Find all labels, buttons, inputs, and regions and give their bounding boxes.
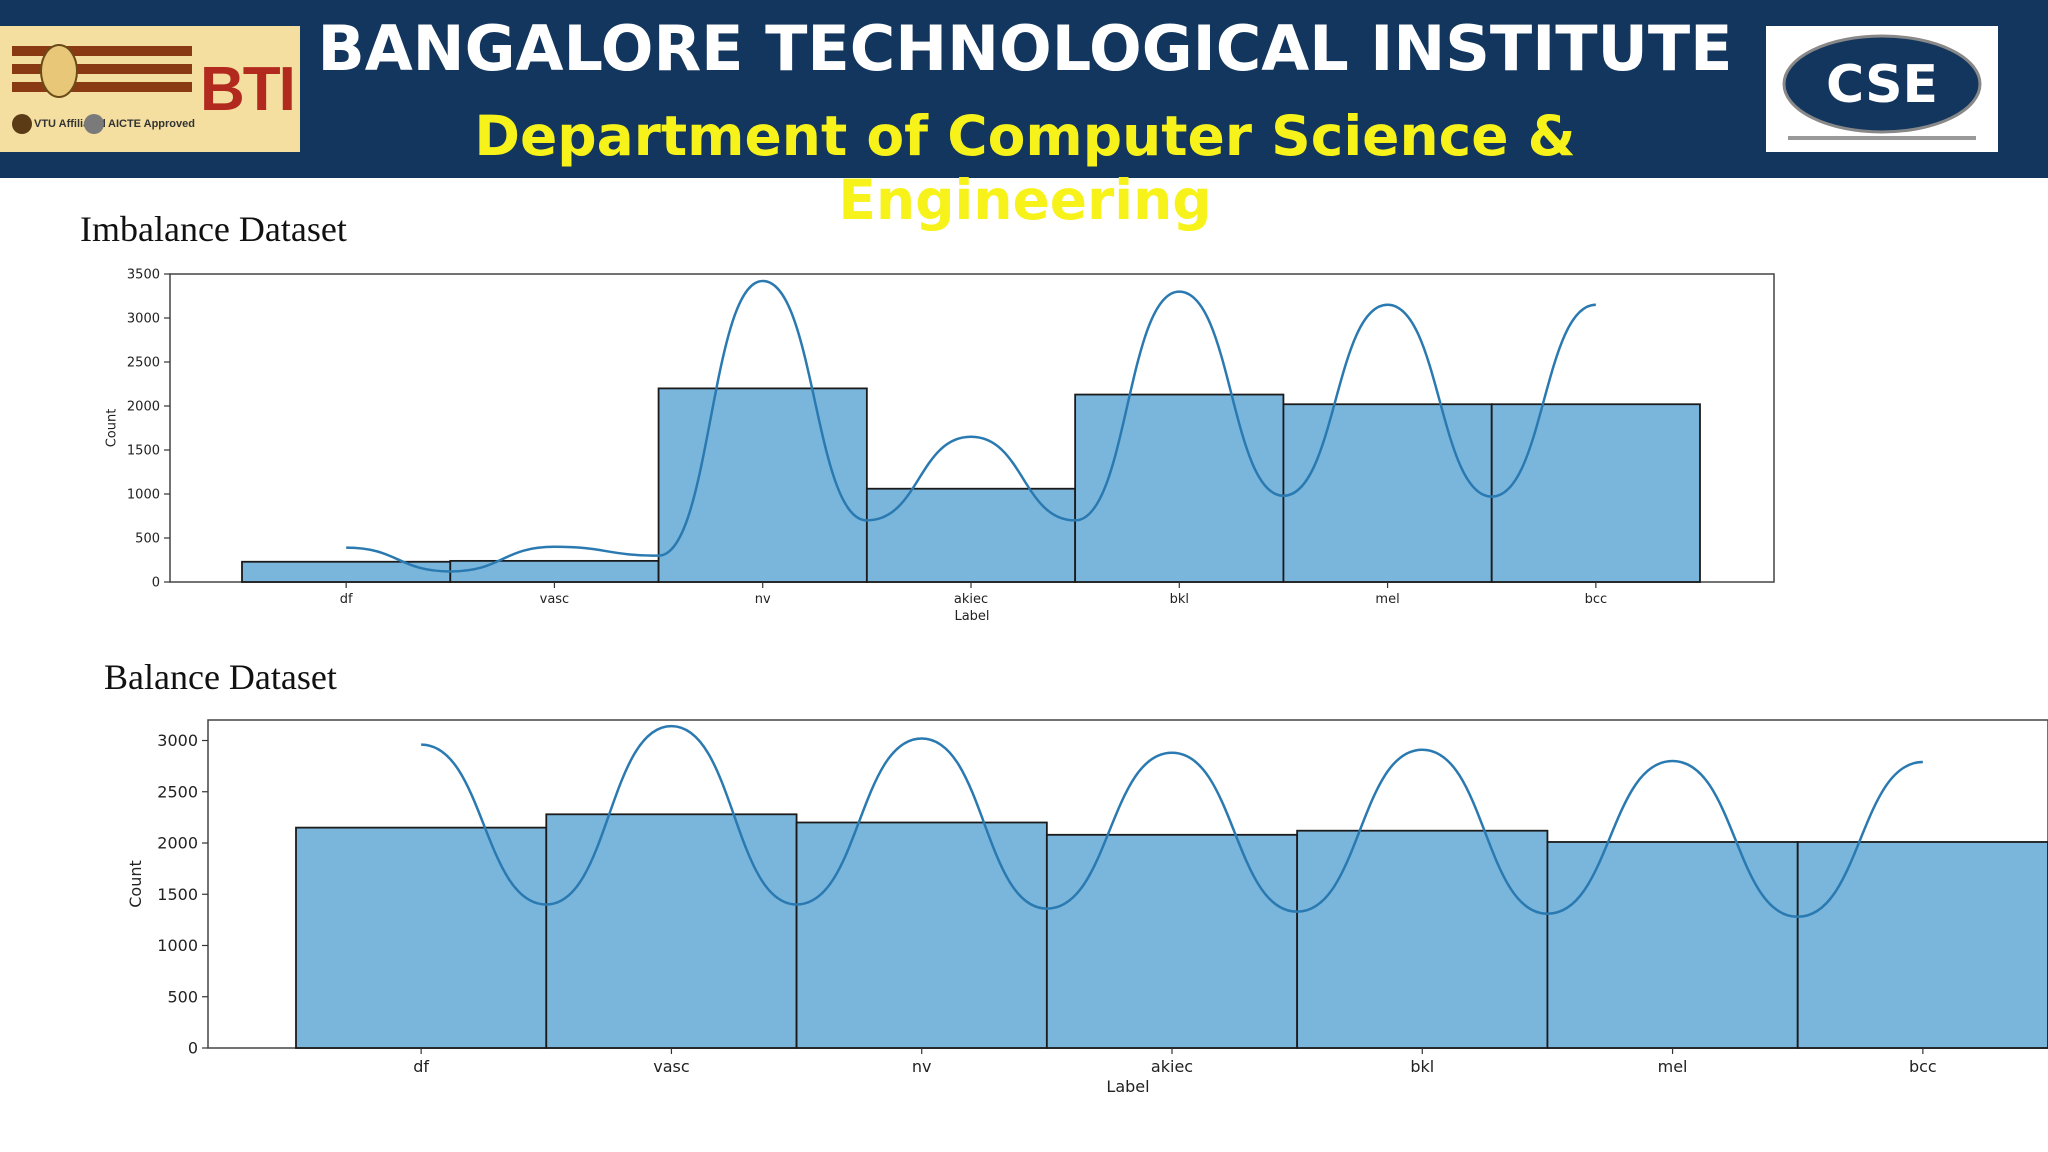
bar-bcc [1490, 403, 1701, 583]
emblem-icon [40, 44, 78, 98]
imbalance-dataset-label: Imbalance Dataset [80, 209, 347, 249]
y-tick-label: 2500 [157, 782, 198, 801]
kde-line [346, 279, 1596, 573]
x-tick-label: vasc [540, 592, 570, 607]
y-tick-label: 1500 [157, 885, 198, 904]
bti-logo-text: BTI [200, 55, 296, 124]
bar-nv [657, 387, 868, 583]
bar-bkl [1074, 393, 1285, 583]
bar-akiec [1045, 833, 1299, 1049]
y-tick-label: 3000 [127, 312, 160, 327]
cse-logo-emblem [1782, 34, 1982, 134]
bar-df [295, 826, 548, 1049]
x-tick-label: nv [912, 1057, 932, 1076]
y-axis-label: Count [126, 860, 145, 908]
cse-logo: CSE [1766, 26, 1998, 152]
y-tick-label: 1000 [157, 936, 198, 955]
aicte-seal-icon [84, 114, 104, 134]
bar-akiec [865, 487, 1077, 583]
y-tick-label: 0 [152, 576, 160, 591]
y-tick-label: 3500 [127, 268, 160, 283]
y-tick-label: 500 [167, 987, 198, 1006]
x-tick-label: bcc [1909, 1057, 1937, 1076]
vtu-seal-icon [12, 114, 32, 134]
y-tick-label: 1500 [127, 444, 160, 459]
page-subtitle: Department of Computer Science & Enginee… [474, 104, 1576, 232]
x-tick-label: vasc [653, 1057, 689, 1076]
imbalance-chart: 0 500 1000 1500 2000 2500 3000 3500 df vasc nv akie… [104, 268, 1775, 624]
page-title: BANGALORE TECHNOLOGICAL INSTITUTE [317, 12, 1733, 85]
y-tick-label: 500 [135, 532, 160, 547]
x-axis-label: Label [954, 609, 989, 624]
balance-dataset-label: Balance Dataset [104, 657, 337, 697]
y-tick-label: 2000 [157, 834, 198, 853]
y-axis-label: Count [104, 409, 119, 448]
kde-line [421, 724, 1923, 919]
bar-bkl [1296, 829, 1549, 1049]
x-tick-label: bkl [1170, 592, 1189, 607]
bar-mel [1282, 403, 1493, 583]
bar-vasc [449, 559, 660, 583]
y-tick-label: 0 [188, 1039, 198, 1058]
bar-mel [1546, 841, 1799, 1049]
cse-logo-text: CSE [1826, 55, 1938, 115]
bar-df [241, 560, 452, 583]
x-tick-label: df [413, 1057, 429, 1076]
x-tick-label: akiec [1151, 1057, 1193, 1076]
header-bar: BTI VTU Affiliated AICTE Approved BANGAL… [0, 0, 2048, 232]
y-tick-label: 2000 [127, 400, 160, 415]
x-tick-label: nv [755, 592, 771, 607]
bar-bcc [1796, 841, 2048, 1049]
y-tick-label: 3000 [157, 731, 198, 750]
balance-chart: 0 500 1000 1500 2000 2500 3000 df vasc nv akiec bkl… [126, 719, 2048, 1096]
bti-logo: BTI VTU Affiliated AICTE Approved [0, 26, 300, 152]
cse-logo-caption-line [1788, 136, 1976, 140]
x-tick-label: bkl [1410, 1057, 1434, 1076]
aicte-approved-label: AICTE Approved [108, 118, 195, 130]
y-tick-label: 2500 [127, 356, 160, 371]
y-tick-label: 1000 [127, 488, 160, 503]
bar-vasc [545, 813, 798, 1049]
x-tick-label: bcc [1585, 592, 1608, 607]
x-tick-label: akiec [954, 592, 988, 607]
x-tick-label: mel [1658, 1057, 1688, 1076]
x-tick-label: mel [1375, 592, 1399, 607]
x-axis-label: Label [1106, 1077, 1149, 1096]
x-tick-label: df [340, 592, 353, 607]
bar-nv [795, 821, 1048, 1049]
